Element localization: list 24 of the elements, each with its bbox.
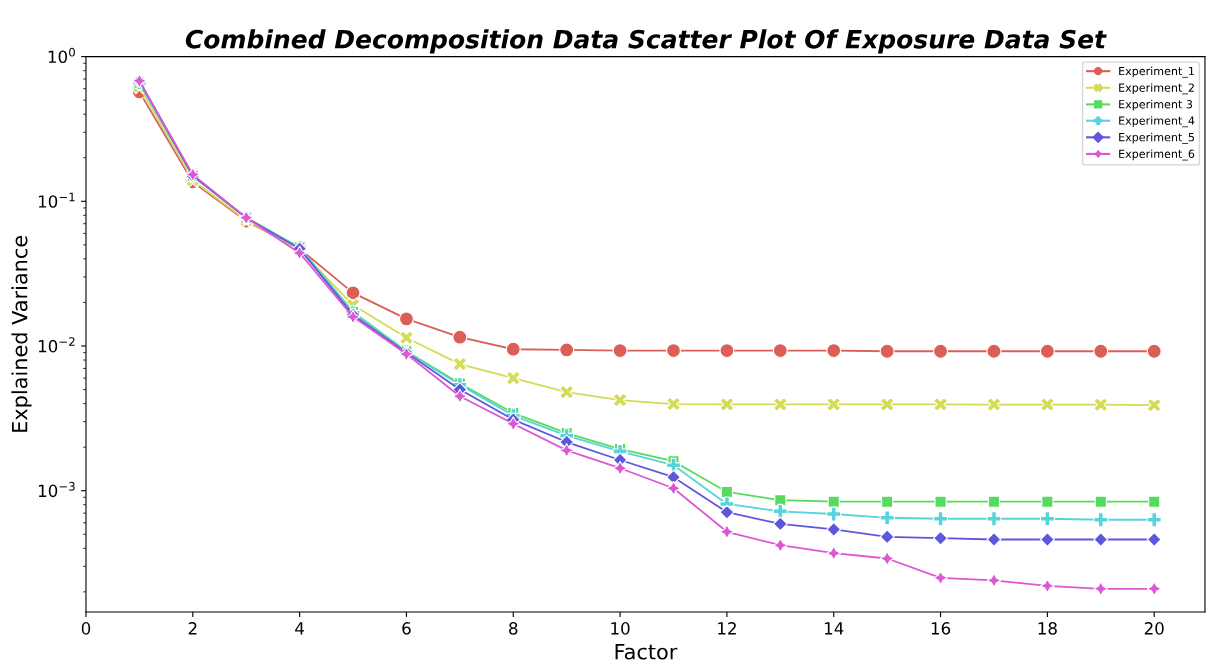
x-tick-label: 2: [188, 622, 197, 635]
chart-title: Combined Decomposition Data Scatter Plot Of Exposure Data Set: [185, 29, 1107, 54]
legend-label: Experiment_1: [1119, 66, 1194, 78]
x-tick-label: 8: [509, 622, 518, 635]
x-axis-title: Factor: [615, 644, 678, 660]
y-tick-label: 10$^{−2}$: [38, 337, 75, 353]
legend-label: Experiment_5: [1119, 132, 1194, 144]
legend-label: Experiment_2: [1119, 83, 1194, 95]
y-tick-label: 10$^{0}$: [48, 47, 75, 64]
y-axis-title: Explained Variance: [11, 235, 32, 432]
x-tick-label: 0: [81, 622, 91, 635]
y-tick-label: 10$^{−3}$: [38, 481, 75, 498]
x-tick-label: 6: [402, 622, 411, 635]
x-tick-label: 12: [718, 622, 736, 635]
legend-label: Experiment_6: [1119, 149, 1195, 161]
legend-label: Experiment_4: [1119, 116, 1195, 128]
x-tick-label: 4: [295, 622, 304, 635]
legend-label: Experiment 3: [1119, 99, 1193, 111]
x-tick-label: 10: [611, 622, 630, 635]
x-tick-label: 16: [931, 622, 951, 635]
x-tick-label: 14: [824, 622, 844, 635]
y-tick-label: 10$^{−1}$: [38, 192, 75, 208]
x-tick-label: 18: [1038, 622, 1057, 635]
x-tick-label: 20: [1144, 622, 1164, 635]
